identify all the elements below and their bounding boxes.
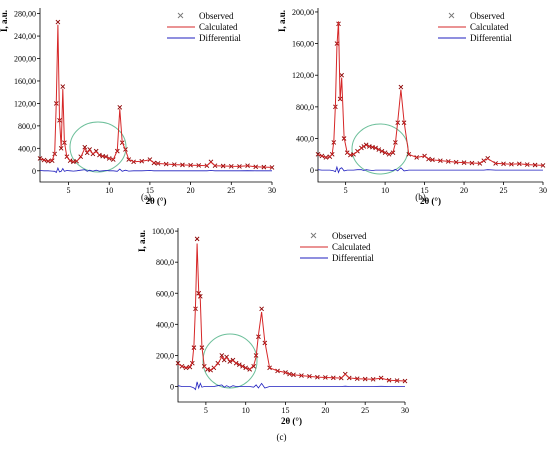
y-tick-label: 800,0 [18,122,36,131]
differential-line [39,166,272,174]
observed-point [194,236,200,242]
y-axis-label: I, a.u. [0,10,9,32]
x-tick-label: 20 [321,406,329,415]
y-tick-label: 800,0 [296,103,314,112]
observed-point [58,146,64,151]
observed-point [398,84,404,90]
x-tick-label: 10 [242,406,250,415]
legend-symbol [310,232,317,239]
x-tick-label: 20 [460,186,468,195]
x-tick-label: 5 [204,406,208,415]
differential-line [317,165,543,174]
legend-label: Calculated [470,22,509,32]
legend-label: Calculated [199,22,238,32]
y-tick-label: 400,0 [18,144,36,153]
y-tick-label: 120,00 [14,99,36,108]
legend-symbol [177,12,184,19]
calculated-line [177,243,406,382]
legend-label: Differential [470,33,512,43]
y-tick-label: 0 [32,167,36,176]
x-axis-label: 2θ (°) [145,196,166,206]
x-tick-label: 10 [381,186,389,195]
y-tick-label: 200,00 [292,8,314,17]
x-axis-label: 2θ (°) [420,196,441,206]
x-tick-label: 25 [227,186,235,195]
x-tick-label: 5 [66,186,70,195]
y-tick-label: 400,0 [156,320,174,329]
caption: (a) [141,192,151,202]
x-tick-label: 15 [282,406,290,415]
legend-label: Differential [199,33,241,43]
observed-point [227,359,233,364]
caption: (b) [415,192,426,202]
observed-point [315,151,321,157]
x-tick-label: 30 [268,186,276,195]
x-tick-label: 15 [421,186,429,195]
highlight-ellipse [202,333,258,389]
differential-line [177,381,405,391]
x-tick-label: 25 [500,186,508,195]
x-tick-label: 25 [361,406,369,415]
y-tick-label: 400,0 [296,135,314,144]
x-tick-label: 30 [539,186,547,195]
observed-point [117,105,123,110]
y-tick-label: 600,0 [156,289,174,298]
observed-point [55,19,61,25]
y-tick-label: 280,00 [14,10,36,19]
observed-point [402,378,408,384]
x-tick-label: 10 [105,186,113,195]
y-tick-label: 0 [310,166,314,175]
highlight-ellipse [69,121,127,173]
observed-point [251,363,256,369]
y-tick-label: 800,0 [156,258,174,267]
y-tick-label: 160,00 [14,77,36,86]
y-tick-label: 200,00 [14,55,36,64]
y-tick-label: 200,0 [156,351,174,360]
observed-point [259,306,264,312]
x-tick-label: 5 [344,186,348,195]
x-tick-label: 15 [146,186,154,195]
legend-label: Observed [470,11,505,21]
x-tick-label: 20 [187,186,195,195]
legend-label: Differential [332,253,374,263]
observed-point [60,84,66,89]
calculated-line [317,21,544,166]
axes [177,228,405,403]
y-tick-label: 100,00 [152,227,174,236]
legend-label: Calculated [332,242,371,252]
observed-point [219,353,225,358]
y-tick-label: 240,00 [14,32,36,41]
x-axis-label: 2θ (°) [281,416,302,426]
caption: (c) [277,432,287,442]
y-tick-label: 120,00 [292,71,314,80]
observed-point [82,144,88,150]
y-axis-label: I, a.u. [277,10,287,32]
legend-label: Observed [199,11,234,21]
y-tick-label: 160,00 [292,40,314,49]
x-tick-label: 30 [401,406,409,415]
axes [317,8,543,183]
observed-point [339,72,345,78]
observed-point [37,156,43,161]
y-tick-label: 0 [170,382,174,391]
axes [39,8,272,183]
legend-label: Observed [332,231,367,241]
legend-symbol [448,12,455,19]
y-axis-label: I, a.u. [137,230,147,252]
observed-point [269,165,275,170]
calculated-line [39,24,273,168]
